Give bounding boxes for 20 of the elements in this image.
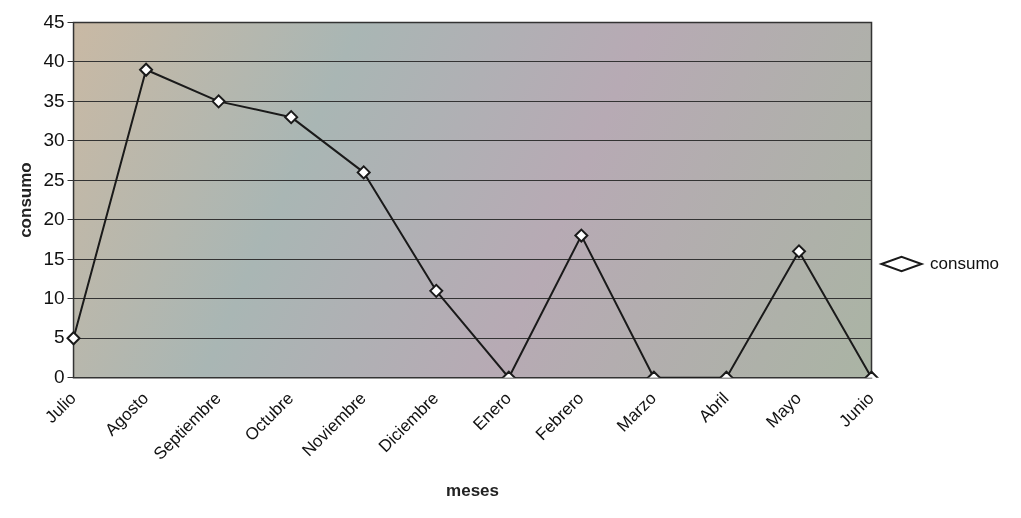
y-tick-label: 45 xyxy=(43,10,65,32)
point xyxy=(574,228,589,243)
y-tick-label: 30 xyxy=(43,129,65,151)
y-tick-label: 0 xyxy=(53,365,65,387)
point xyxy=(356,165,371,180)
y-tick-label: 25 xyxy=(43,168,65,190)
x-axis-title: meses xyxy=(446,481,499,501)
y-tick-label: 5 xyxy=(53,326,65,348)
legend-label: consumo xyxy=(930,253,999,273)
y-tick-label: 35 xyxy=(43,89,65,111)
point xyxy=(211,94,226,109)
point xyxy=(791,244,806,259)
y-tick-label: 15 xyxy=(43,247,65,269)
point xyxy=(139,62,154,77)
y-tick-label: 20 xyxy=(43,208,65,230)
y-axis-title: consumo xyxy=(15,162,35,238)
y-tick-label: 10 xyxy=(43,286,65,308)
point xyxy=(429,283,444,298)
point xyxy=(284,110,299,125)
y-tick-label: 40 xyxy=(43,50,65,72)
